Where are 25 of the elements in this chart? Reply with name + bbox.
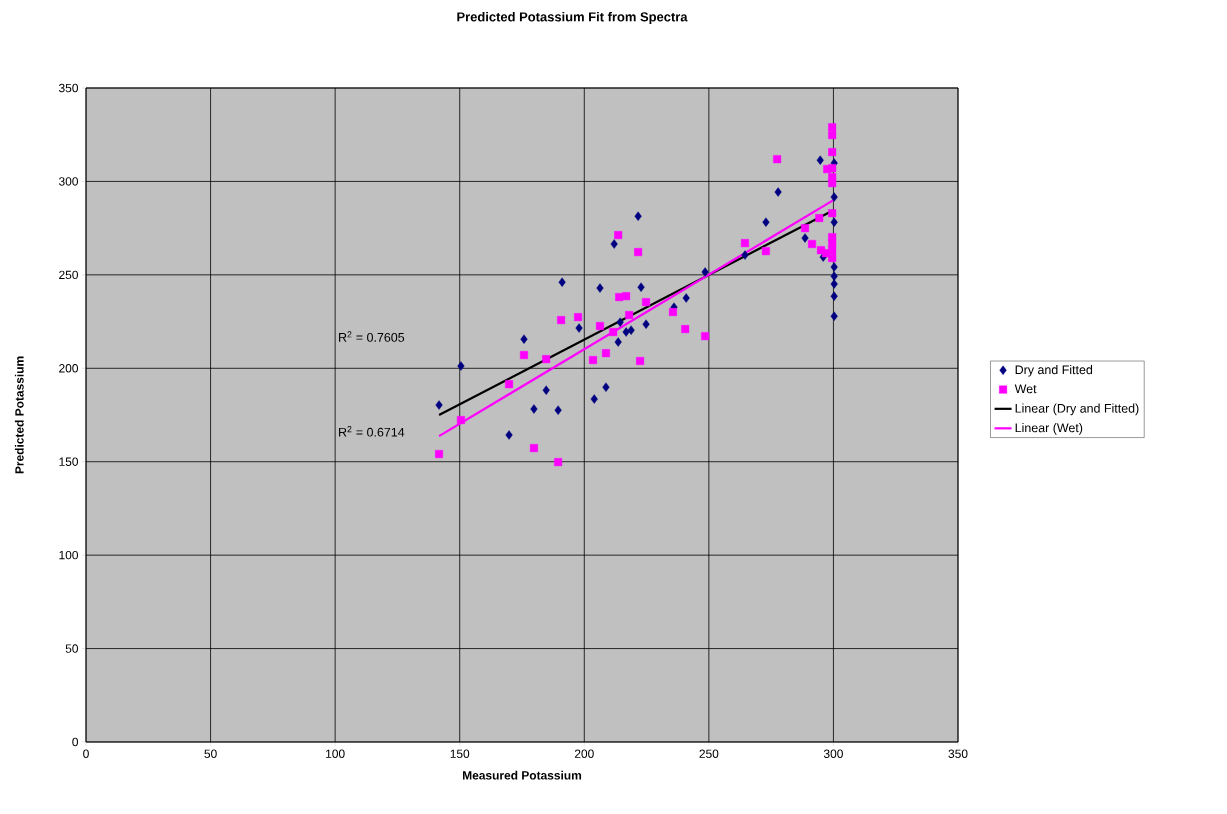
y-tick-label: 200: [59, 364, 79, 373]
y-tick-label: 50: [65, 644, 79, 653]
x-tick-label: 300: [823, 749, 843, 758]
x-tick-label: 50: [204, 749, 217, 758]
x-tick-label: 100: [326, 749, 345, 758]
y-tick-label: 100: [59, 550, 79, 560]
legend-label: Dry and Fitted: [1015, 365, 1093, 377]
y-tick-label: 300: [58, 177, 79, 186]
y-tick-label: 350: [58, 83, 79, 93]
legend-label: Linear (Wet): [1015, 423, 1083, 435]
annotation: R$^{2}$ = 0.7605: [339, 331, 405, 342]
x-tick-label: 250: [699, 749, 719, 758]
y-tick-label: 0: [72, 737, 79, 747]
x-tick-label: 150: [450, 749, 470, 758]
x-tick-label: 350: [948, 749, 968, 758]
x-tick-label: 200: [574, 749, 594, 758]
x-tick-label: 0: [83, 749, 89, 758]
chart-title: Predicted Potassium Fit from Spectra: [457, 11, 688, 25]
legend-label: Wet: [1014, 384, 1037, 394]
x-axis-title: Measured Potassium: [463, 770, 582, 780]
annotation: R$^{2}$ = 0.6714: [339, 426, 405, 437]
y-tick-label: 250: [59, 270, 79, 280]
y-tick-label: 150: [59, 457, 79, 466]
y-axis-title: Predicted Potassium: [14, 356, 24, 474]
legend-label: Linear (Dry and Fitted): [1015, 403, 1139, 416]
